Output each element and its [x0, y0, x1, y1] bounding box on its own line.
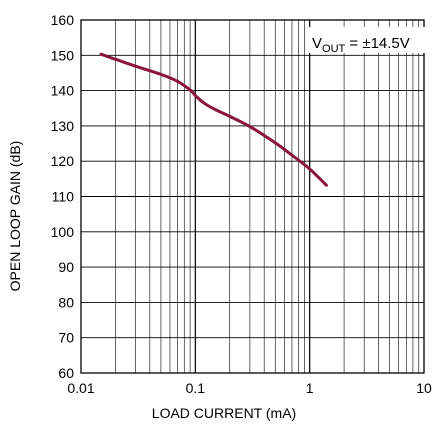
x-axis-label: LOAD CURRENT (mA): [152, 405, 296, 421]
y-tick-label: 150: [51, 47, 75, 63]
data-point: [228, 115, 232, 118]
y-tick-label: 160: [51, 12, 75, 28]
y-tick-label: 110: [52, 189, 75, 205]
annotation-suffix: = ±14.5V: [345, 35, 410, 52]
data-point: [214, 108, 217, 112]
data-point: [290, 153, 294, 157]
y-tick-label: 70: [58, 330, 74, 346]
y-tick-label: 80: [58, 294, 74, 310]
data-point: [99, 52, 103, 56]
y-tick-label: 140: [51, 83, 75, 99]
x-tick-labels: 0.01 0.1 1 10: [67, 380, 432, 396]
x-tick-label: 10: [416, 380, 432, 396]
data-point: [308, 167, 312, 171]
x-tick-label: 0.1: [186, 380, 206, 396]
data-point: [325, 183, 328, 187]
y-tick-label: 90: [58, 259, 74, 275]
y-axis-label: OPEN LOOP GAIN (dB): [7, 141, 23, 292]
y-tick-label: 100: [51, 224, 75, 240]
data-point: [134, 64, 138, 68]
data-point: [188, 88, 192, 92]
data-point: [159, 73, 163, 76]
data-point: [248, 125, 252, 128]
annotation-prefix: V: [312, 35, 322, 52]
x-tick-label: 1: [306, 380, 314, 396]
data-point: [203, 101, 206, 105]
plot-frame: [80, 19, 425, 374]
y-tick-labels: 60 70 80 90 100 110 120 130 140 150 160: [51, 12, 75, 381]
vout-annotation: VOUT = ±14.5V: [312, 35, 410, 55]
annotation-subscript: OUT: [322, 43, 346, 55]
x-tick-label: 0.01: [67, 380, 94, 396]
data-point: [193, 94, 197, 97]
data-point: [176, 80, 180, 83]
series-group: [99, 52, 328, 187]
y-tick-label: 130: [51, 118, 75, 134]
y-tick-label: 120: [51, 153, 75, 169]
y-tick-label: 60: [58, 365, 74, 381]
annotation-background: [306, 27, 428, 53]
data-point: [273, 141, 277, 145]
data-point: [114, 57, 117, 61]
